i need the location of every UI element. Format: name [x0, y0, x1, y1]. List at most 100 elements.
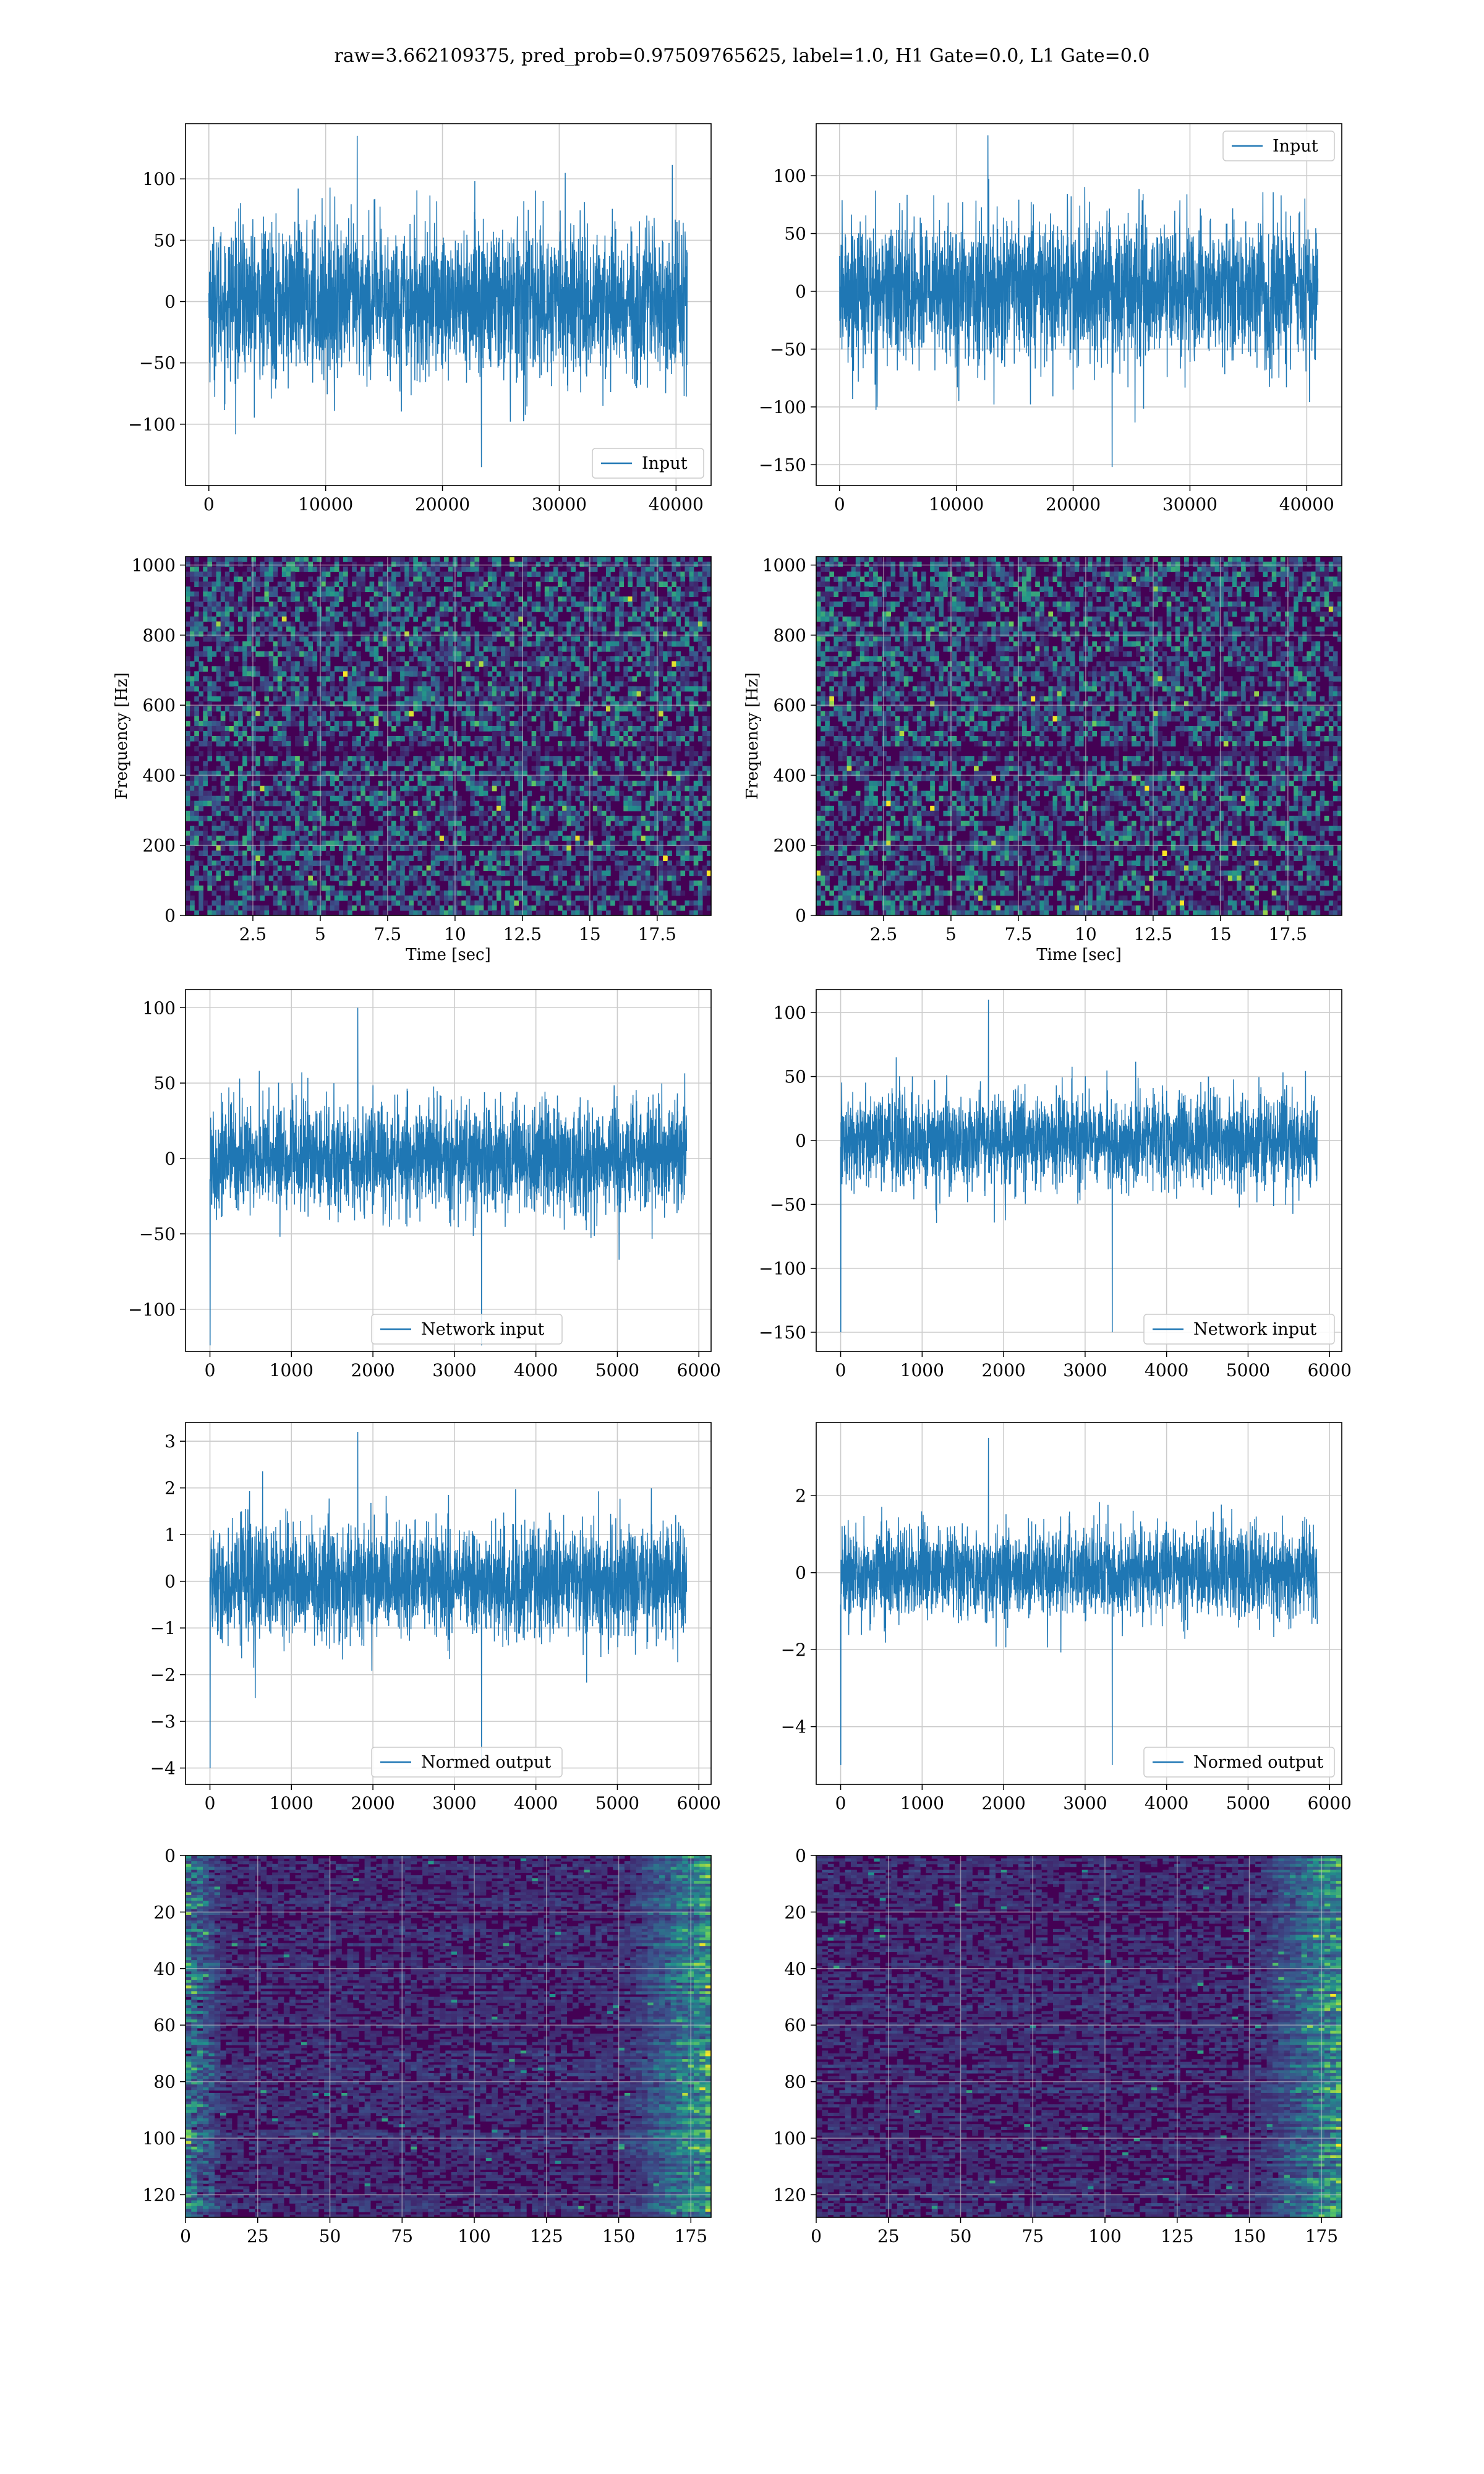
- heatmap-cell: [422, 701, 427, 707]
- heatmap-cell: [194, 621, 199, 627]
- heatmap-cell: [334, 756, 339, 761]
- heatmap-cell: [426, 621, 432, 627]
- heatmap-cell: [268, 601, 274, 607]
- heatmap-cell: [286, 831, 291, 836]
- heatmap-cell: [277, 800, 283, 807]
- heatmap-cell: [566, 785, 571, 792]
- heatmap-cell: [242, 841, 247, 846]
- heatmap-cell: [566, 761, 571, 766]
- heatmap-cell: [417, 656, 423, 662]
- heatmap-cell: [308, 601, 313, 607]
- heatmap-cell: [321, 756, 326, 761]
- heatmap-cell: [505, 905, 510, 911]
- heatmap-cell: [466, 686, 471, 692]
- heatmap-cell: [562, 870, 567, 876]
- heatmap-cell: [544, 611, 550, 617]
- heatmap-cell: [439, 686, 445, 692]
- heatmap-cell: [417, 591, 423, 597]
- heatmap-cell: [281, 850, 287, 856]
- heatmap-cell: [510, 800, 514, 807]
- heatmap-cell: [667, 557, 672, 562]
- heatmap-cell: [505, 711, 510, 717]
- heatmap-cell: [606, 562, 611, 567]
- heatmap-cell: [518, 641, 523, 647]
- heatmap-cell: [338, 576, 344, 582]
- heatmap-cell: [470, 567, 475, 572]
- y-tick-label: 50: [784, 224, 806, 244]
- heatmap-cell: [430, 756, 436, 761]
- heatmap-cell: [216, 571, 221, 577]
- heatmap-cell: [501, 790, 506, 797]
- heatmap-cell: [247, 701, 252, 707]
- heatmap-cell: [439, 621, 445, 627]
- heatmap-cell: [435, 691, 440, 697]
- heatmap-cell: [597, 626, 602, 632]
- heatmap-cell: [619, 860, 624, 867]
- heatmap-cell: [619, 836, 624, 841]
- heatmap-cell: [514, 616, 519, 622]
- heatmap-cell: [575, 785, 581, 792]
- heatmap-cell: [365, 831, 370, 836]
- heatmap-cell: [636, 701, 642, 707]
- heatmap-cell: [518, 766, 523, 771]
- heatmap-cell: [251, 691, 256, 697]
- heatmap-cell: [203, 606, 208, 612]
- heatmap-cell: [474, 656, 480, 662]
- heatmap-cell: [641, 606, 646, 612]
- heatmap-cell: [242, 860, 247, 867]
- heatmap-cell: [334, 581, 339, 587]
- heatmap-cell: [286, 761, 291, 766]
- heatmap-cell: [619, 631, 624, 637]
- heatmap-cell: [417, 686, 423, 692]
- heatmap-cell: [386, 870, 392, 876]
- heatmap-cell: [606, 601, 611, 607]
- heatmap-cell: [632, 865, 638, 871]
- heatmap-cell: [439, 611, 445, 617]
- heatmap-cell: [483, 865, 488, 871]
- heatmap-cell: [430, 841, 436, 846]
- heatmap-cell: [400, 666, 405, 672]
- heatmap-cell: [260, 567, 265, 572]
- heatmap-cell: [190, 790, 195, 797]
- heatmap-cell: [466, 641, 471, 647]
- heatmap-cell: [220, 766, 226, 771]
- heatmap-cell: [356, 870, 361, 876]
- heatmap-cell: [211, 581, 217, 587]
- heatmap-cell: [422, 841, 427, 846]
- heatmap-cell: [522, 831, 528, 836]
- heatmap-cell: [659, 865, 663, 871]
- heatmap-cell: [413, 895, 418, 901]
- heatmap-cell: [426, 781, 432, 787]
- heatmap-cell: [474, 781, 480, 787]
- heatmap-cell: [514, 736, 519, 742]
- heatmap-cell: [636, 626, 642, 632]
- heatmap-cell: [211, 631, 217, 637]
- heatmap-cell: [496, 721, 501, 727]
- heatmap-cell: [325, 581, 331, 587]
- heatmap-cell: [216, 795, 221, 802]
- heatmap-cell: [535, 751, 541, 756]
- heatmap-cell: [238, 875, 243, 881]
- heatmap-cell: [343, 567, 348, 572]
- heatmap-cell: [409, 790, 414, 797]
- heatmap-cell: [558, 601, 563, 607]
- heatmap-cell: [535, 776, 541, 782]
- heatmap-cell: [496, 761, 501, 766]
- heatmap-cell: [211, 810, 217, 816]
- heatmap-cell: [575, 671, 581, 677]
- heatmap-cell: [483, 616, 488, 622]
- heatmap-cell: [527, 890, 532, 896]
- heatmap-cell: [667, 736, 672, 742]
- heatmap-cell: [566, 562, 571, 567]
- heatmap-cell: [645, 591, 650, 597]
- heatmap-cell: [334, 831, 339, 836]
- heatmap-cell: [649, 626, 655, 632]
- heatmap-cell: [527, 860, 532, 867]
- heatmap-cell: [369, 841, 375, 846]
- heatmap-cell: [386, 567, 392, 572]
- heatmap-cell: [466, 910, 471, 915]
- heatmap-cell: [430, 661, 436, 667]
- heatmap-cell: [466, 646, 471, 652]
- heatmap-cell: [400, 736, 405, 742]
- heatmap-cell: [343, 785, 348, 792]
